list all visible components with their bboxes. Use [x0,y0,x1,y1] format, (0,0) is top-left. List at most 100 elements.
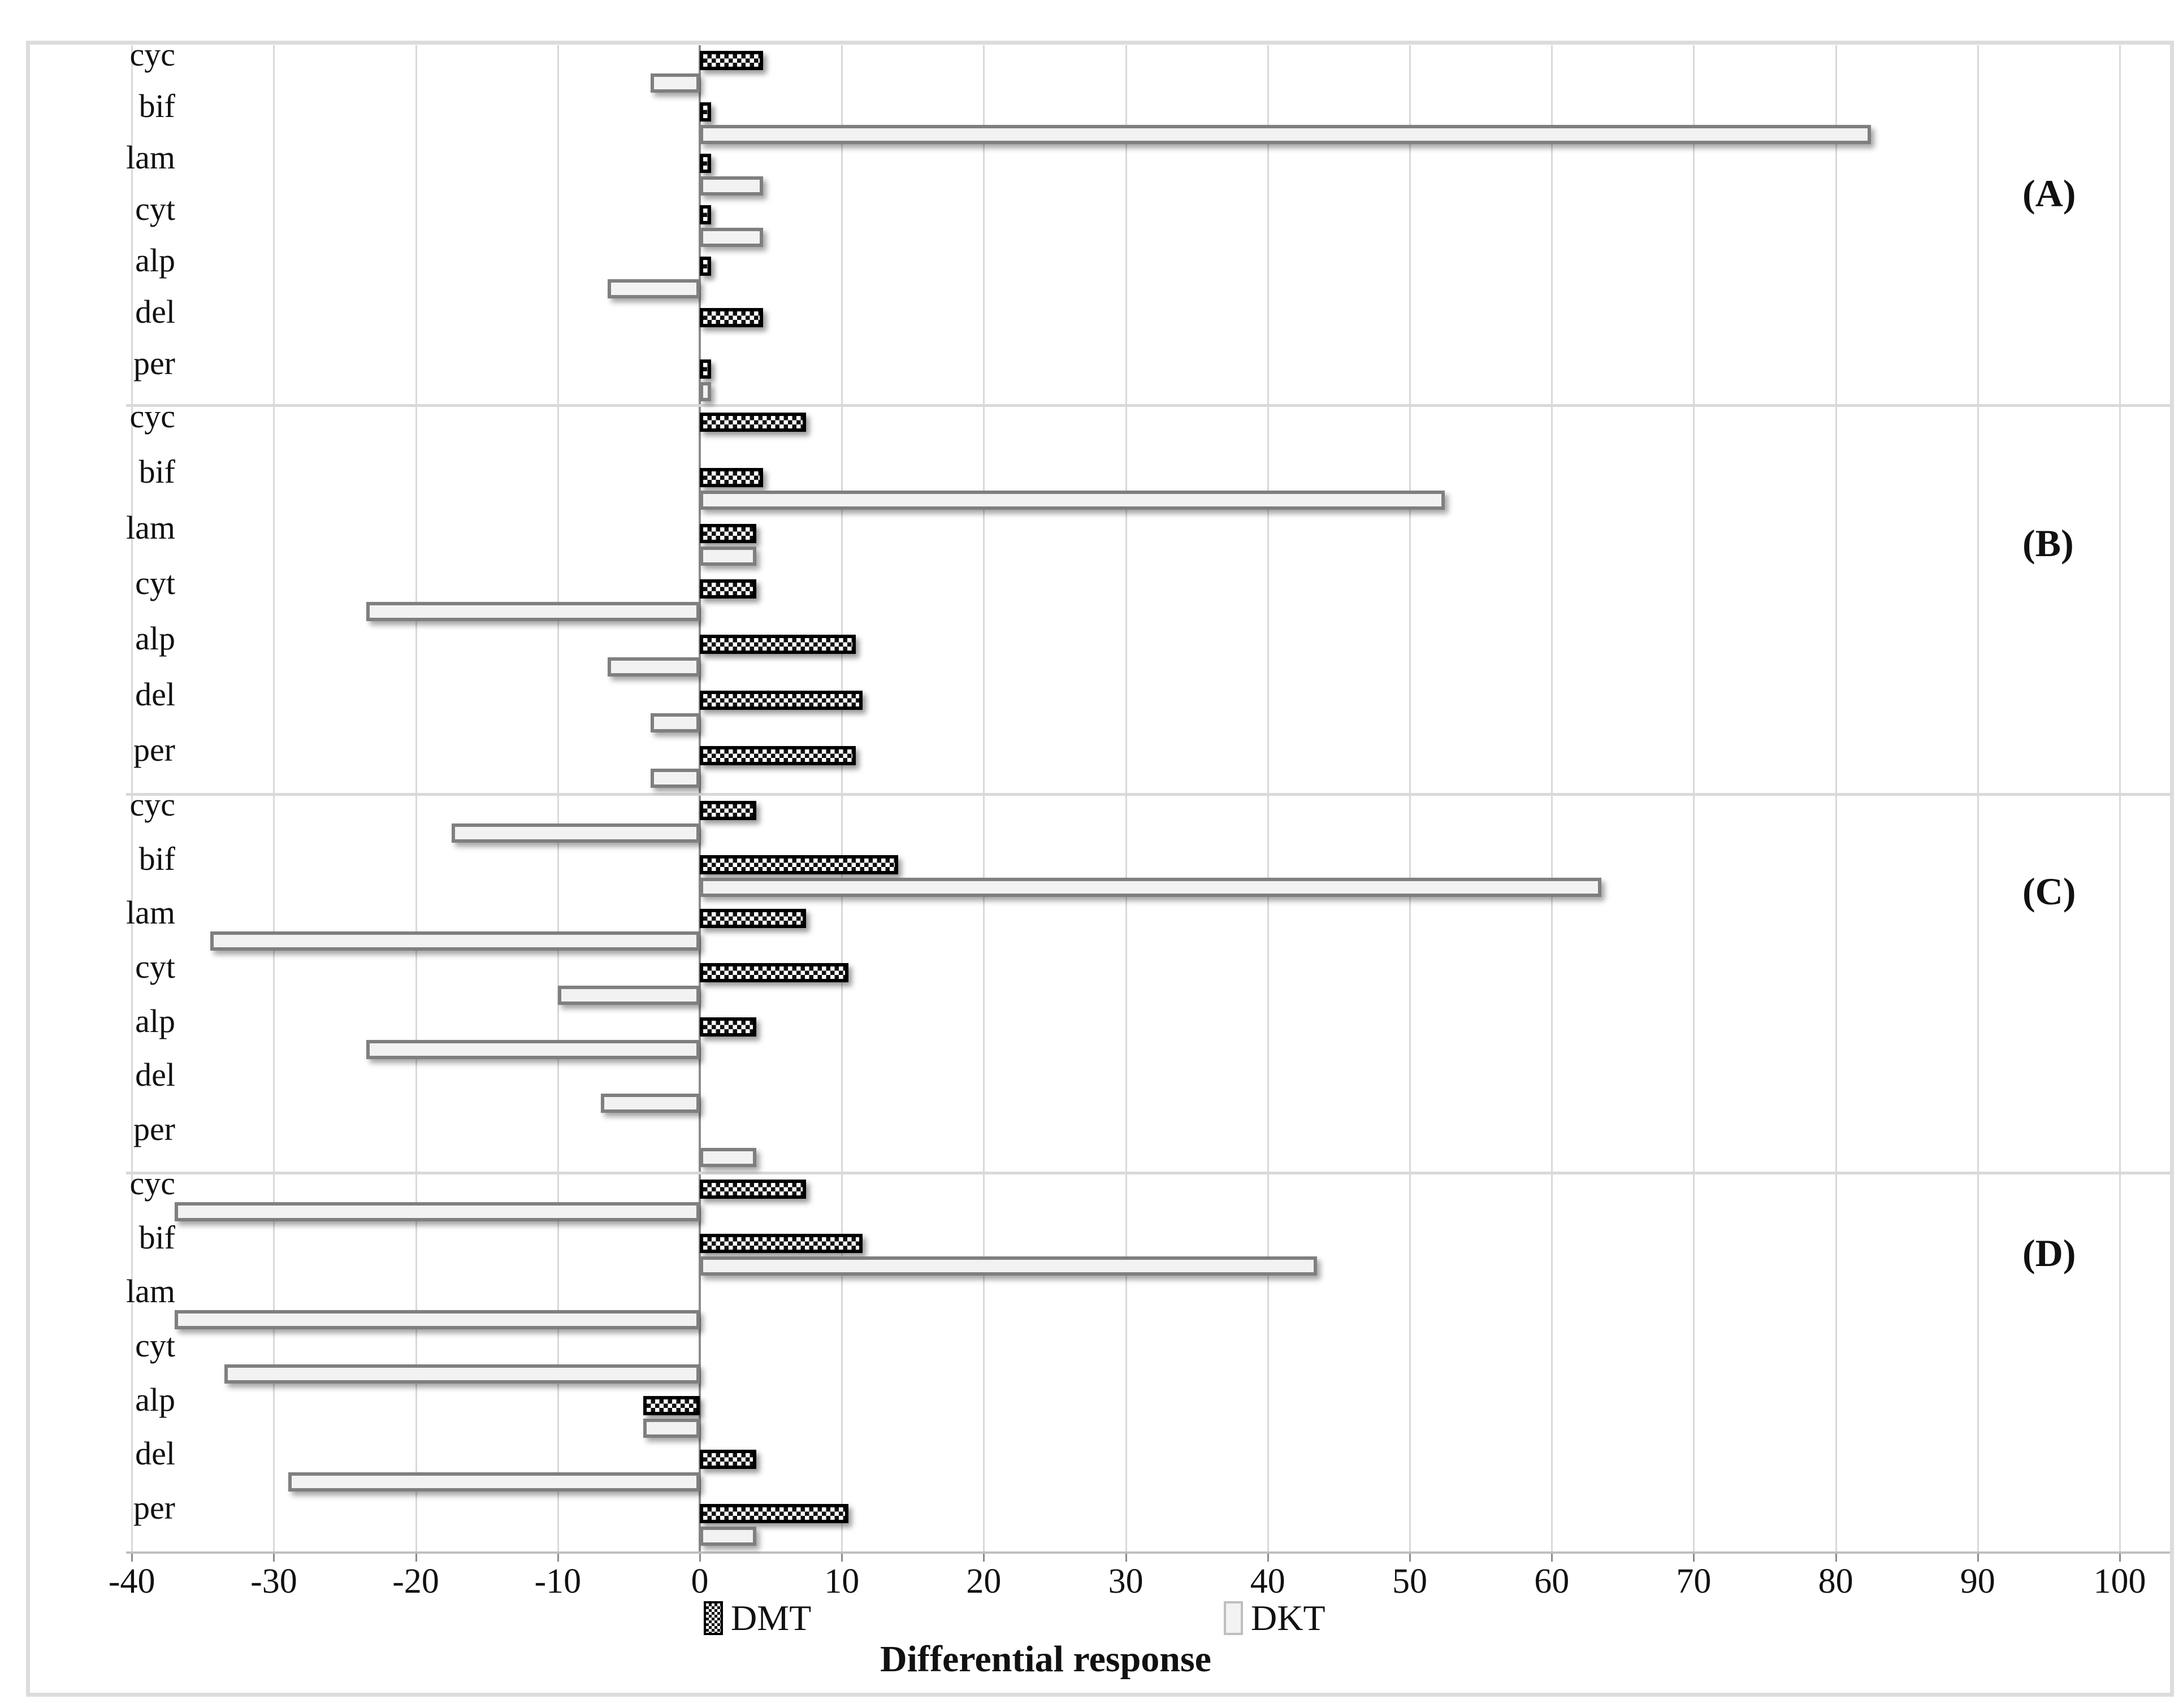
x-axis-tick [841,1551,843,1562]
bar-dmt-per-panel2 [700,745,856,765]
x-tick-label: -40 [108,1562,155,1601]
bar-dkt-bif-panel3 [700,877,1601,897]
bar-dkt-cyc-panel3 [451,823,700,843]
bar-dkt-bif-panel2 [700,491,1445,510]
x-axis-tick [1977,1551,1979,1562]
bar-dkt-cyt-panel2 [366,602,700,621]
category-label-bif: bif [138,1219,175,1256]
dmt-series-swatch-icon [704,1601,723,1635]
x-tick-label: 50 [1392,1562,1427,1601]
x-axis-title: Differential response [880,1638,1211,1680]
bar-dmt-alp-panel2 [700,635,856,654]
category-label-alp: alp [135,1381,175,1418]
bar-dmt-del-panel2 [700,690,863,710]
grid-line-x70 [1693,45,1695,1551]
bar-dkt-cyc-panel1 [650,73,700,93]
bar-dkt-alp-panel1 [608,279,700,298]
bar-dmt-bif-panel1 [700,102,711,122]
bar-dmt-cyc-panel2 [700,413,806,432]
panel-letter-A: (A) [2022,172,2076,215]
bar-dmt-per-panel4 [700,1504,849,1524]
panel-separator [126,793,2170,796]
x-tick-label: -10 [534,1562,582,1601]
panel-separator [126,404,2170,407]
x-tick-label: 30 [1108,1562,1144,1601]
bar-dmt-cyt-panel3 [700,963,849,982]
category-label-per: per [133,731,175,768]
bar-dmt-cyc-panel4 [700,1179,806,1199]
category-label-per: per [133,344,175,382]
legend-item-dkt: DKT [1224,1598,1326,1638]
grid-line-x-30 [273,45,275,1551]
x-axis-tick [273,1551,275,1562]
bar-dkt-del-panel4 [288,1472,700,1492]
x-axis-tick [983,1551,985,1562]
category-label-alp: alp [135,1002,175,1039]
category-label-cyc: cyc [129,36,176,73]
bar-dmt-lam-panel1 [700,153,711,173]
bar-dmt-bif-panel2 [700,468,764,488]
bar-dkt-cyc-panel4 [175,1202,700,1221]
bar-dmt-alp-panel1 [700,256,711,276]
bar-dkt-bif-panel1 [700,124,1871,144]
x-axis-tick [557,1551,559,1562]
category-label-cyt: cyt [135,190,175,227]
bar-dkt-cyt-panel1 [700,227,764,247]
bar-dmt-alp-panel4 [643,1395,700,1415]
bar-dmt-bif-panel4 [700,1233,863,1253]
bar-dmt-per-panel1 [700,359,711,379]
panel-letter-C: (C) [2022,870,2076,913]
bar-dmt-bif-panel3 [700,855,899,874]
legend-label-dmt: DMT [731,1598,812,1638]
bar-dkt-per-panel2 [650,768,700,788]
chart-legend: DMT DKT [0,1598,2183,1638]
category-label-per: per [133,1111,175,1148]
category-label-cyc: cyc [129,398,176,435]
bar-dkt-alp-panel3 [366,1039,700,1059]
x-tick-label: 70 [1676,1562,1712,1601]
grid-line-x-10 [557,45,559,1551]
x-axis-tick [1267,1551,1269,1562]
grid-line-x90 [1977,45,1979,1551]
grid-line-x60 [1551,45,1553,1551]
category-label-bif: bif [138,87,175,124]
x-axis-tick [1551,1551,1553,1562]
bar-dkt-per-panel4 [700,1527,756,1546]
bar-dkt-cyt-panel4 [224,1364,700,1384]
category-label-cyt: cyt [135,565,175,601]
x-axis-tick [1409,1551,1411,1562]
panel-letter-B: (B) [2022,522,2074,565]
bar-dmt-lam-panel3 [700,909,806,929]
x-axis-tick [1693,1551,1695,1562]
grid-line-x100 [2119,45,2121,1551]
bar-dkt-per-panel1 [700,382,711,401]
category-label-cyt: cyt [135,948,175,985]
x-tick-label: 10 [824,1562,860,1601]
category-label-lam: lam [126,138,175,176]
bar-dmt-del-panel4 [700,1450,756,1469]
grid-line-x-40 [131,45,133,1551]
bar-dkt-alp-panel4 [643,1418,700,1438]
bar-dmt-cyt-panel1 [700,205,711,224]
category-label-alp: alp [135,620,175,657]
bar-dkt-alp-panel2 [608,657,700,677]
x-axis-tick [1125,1551,1127,1562]
x-axis-tick [2119,1551,2121,1562]
x-tick-label: 100 [2093,1562,2146,1601]
bar-dkt-del-panel3 [600,1094,700,1113]
x-tick-label: -20 [392,1562,439,1601]
x-axis-tick [415,1551,417,1562]
category-label-alp: alp [135,241,175,279]
legend-label-dkt: DKT [1251,1598,1326,1638]
bar-dmt-cyc-panel1 [700,50,764,70]
category-label-lam: lam [126,509,175,546]
figure-outer-border [26,41,2174,1697]
category-label-del: del [135,1435,175,1472]
bar-dmt-cyc-panel3 [700,800,756,820]
category-label-cyc: cyc [129,1164,176,1202]
grid-line-x10 [841,45,843,1551]
grid-line-x20 [983,45,985,1551]
category-label-lam: lam [126,1273,175,1310]
x-axis-tick [699,1551,701,1562]
